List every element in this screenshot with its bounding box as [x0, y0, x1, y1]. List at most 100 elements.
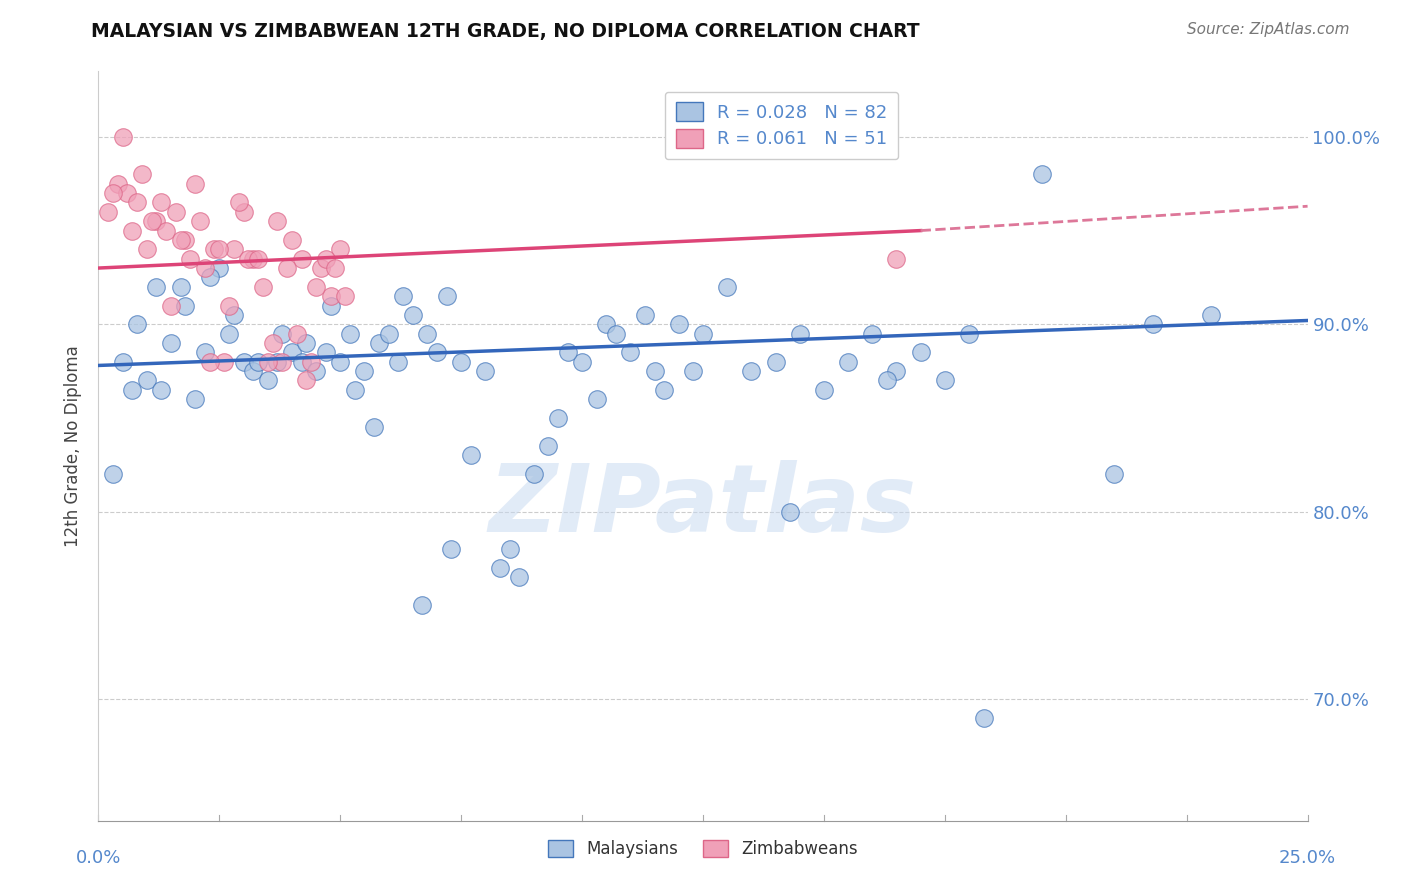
Point	[107, 177, 129, 191]
Point	[222, 243, 245, 257]
Point	[557, 345, 579, 359]
Point	[837, 355, 859, 369]
Point	[329, 355, 352, 369]
Point	[238, 252, 260, 266]
Point	[101, 186, 124, 201]
Point	[271, 355, 294, 369]
Point	[585, 392, 607, 407]
Point	[299, 355, 322, 369]
Point	[281, 345, 304, 359]
Point	[813, 383, 835, 397]
Point	[716, 280, 738, 294]
Point	[860, 326, 883, 341]
Point	[508, 570, 530, 584]
Point	[498, 542, 520, 557]
Point	[188, 214, 211, 228]
Point	[169, 280, 191, 294]
Text: 25.0%: 25.0%	[1279, 849, 1336, 867]
Point	[411, 599, 433, 613]
Point	[266, 214, 288, 228]
Text: 0.0%: 0.0%	[76, 849, 121, 867]
Point	[212, 355, 235, 369]
Point	[194, 345, 217, 359]
Point	[440, 542, 463, 557]
Point	[160, 335, 183, 350]
Point	[571, 355, 593, 369]
Point	[194, 261, 217, 276]
Point	[402, 308, 425, 322]
Point	[634, 308, 657, 322]
Point	[523, 467, 546, 482]
Point	[416, 326, 439, 341]
Point	[256, 355, 278, 369]
Point	[145, 280, 167, 294]
Point	[315, 252, 337, 266]
Point	[305, 280, 328, 294]
Point	[740, 364, 762, 378]
Legend: Malaysians, Zimbabweans: Malaysians, Zimbabweans	[541, 833, 865, 864]
Point	[290, 252, 312, 266]
Point	[179, 252, 201, 266]
Point	[222, 308, 245, 322]
Point	[387, 355, 409, 369]
Point	[208, 261, 231, 276]
Point	[489, 561, 512, 575]
Point	[1199, 308, 1222, 322]
Point	[271, 326, 294, 341]
Point	[276, 261, 298, 276]
Point	[692, 326, 714, 341]
Point	[266, 355, 288, 369]
Point	[789, 326, 811, 341]
Point	[121, 383, 143, 397]
Point	[450, 355, 472, 369]
Point	[242, 252, 264, 266]
Point	[325, 261, 347, 276]
Point	[315, 345, 337, 359]
Point	[290, 355, 312, 369]
Point	[1142, 317, 1164, 331]
Point	[252, 280, 274, 294]
Point	[426, 345, 449, 359]
Text: ZIPatlas: ZIPatlas	[489, 460, 917, 552]
Point	[295, 335, 318, 350]
Point	[309, 261, 332, 276]
Point	[343, 383, 366, 397]
Point	[232, 205, 254, 219]
Text: MALAYSIAN VS ZIMBABWEAN 12TH GRADE, NO DIPLOMA CORRELATION CHART: MALAYSIAN VS ZIMBABWEAN 12TH GRADE, NO D…	[91, 22, 920, 41]
Point	[644, 364, 666, 378]
Point	[285, 326, 308, 341]
Point	[174, 233, 197, 247]
Point	[218, 298, 240, 313]
Point	[547, 410, 569, 425]
Point	[339, 326, 361, 341]
Point	[97, 205, 120, 219]
Point	[668, 317, 690, 331]
Point	[537, 439, 560, 453]
Point	[1102, 467, 1125, 482]
Point	[101, 467, 124, 482]
Point	[319, 289, 342, 303]
Point	[392, 289, 415, 303]
Point	[160, 298, 183, 313]
Point	[150, 195, 173, 210]
Point	[218, 326, 240, 341]
Point	[295, 374, 318, 388]
Point	[127, 317, 149, 331]
Point	[779, 504, 801, 518]
Point	[765, 355, 787, 369]
Point	[652, 383, 675, 397]
Point	[228, 195, 250, 210]
Point	[619, 345, 641, 359]
Point	[876, 374, 898, 388]
Point	[605, 326, 627, 341]
Point	[595, 317, 617, 331]
Point	[242, 364, 264, 378]
Point	[682, 364, 704, 378]
Point	[169, 233, 191, 247]
Point	[208, 243, 231, 257]
Point	[204, 243, 226, 257]
Point	[121, 224, 143, 238]
Point	[256, 374, 278, 388]
Point	[1031, 168, 1053, 182]
Point	[131, 168, 153, 182]
